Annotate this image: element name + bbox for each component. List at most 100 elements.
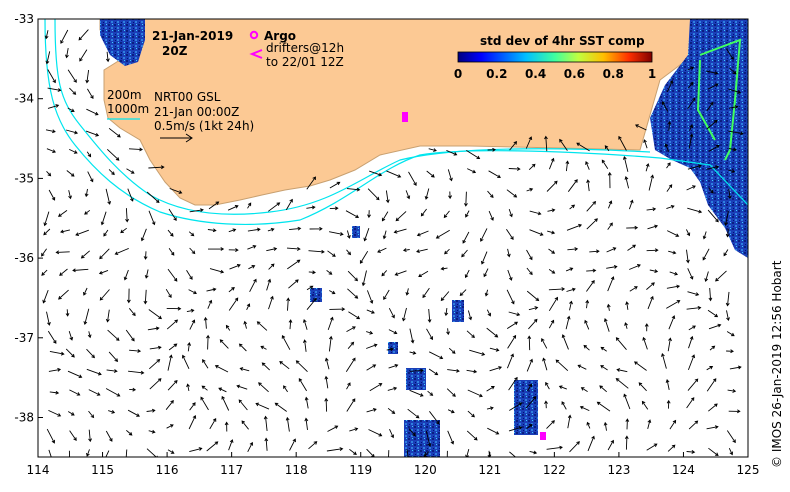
current-vector [428, 368, 439, 376]
vector-scale-arrow [160, 133, 193, 143]
current-vector [289, 438, 296, 451]
current-vector [60, 229, 71, 234]
current-vector [666, 162, 671, 169]
current-vector [546, 180, 558, 192]
current-vector [285, 416, 290, 432]
current-vector [329, 307, 346, 312]
current-vector [728, 88, 742, 94]
drifters-range-label: to 22/01 12Z [266, 55, 344, 69]
current-vector [686, 249, 690, 264]
current-vector [707, 83, 719, 90]
current-vector [43, 228, 51, 236]
current-vector [79, 49, 88, 62]
current-vector [140, 228, 147, 242]
current-vector [228, 439, 234, 451]
current-vector [143, 289, 148, 305]
current-vector [599, 385, 607, 393]
x-tick-label: 122 [543, 463, 566, 477]
current-vector [688, 335, 694, 349]
current-vector [287, 259, 301, 270]
current-vector [508, 311, 521, 317]
current-vector [580, 387, 588, 392]
current-vector [306, 285, 314, 291]
current-vector [622, 156, 629, 172]
current-vector [247, 202, 252, 209]
current-vector [706, 101, 714, 112]
current-vector [47, 330, 57, 344]
current-vector [527, 383, 532, 392]
current-vector [528, 306, 539, 311]
current-vector [186, 270, 193, 280]
current-vector [44, 30, 49, 40]
current-vector [186, 383, 190, 391]
valid-time-label: 21-Jan 00:00Z [154, 105, 239, 119]
current-vector [548, 157, 555, 170]
current-vector [624, 322, 628, 329]
current-vector [129, 387, 137, 392]
current-vector [704, 271, 709, 283]
current-vector [728, 448, 734, 456]
current-vector [447, 368, 460, 373]
current-vector [65, 348, 75, 358]
current-vector [68, 330, 74, 341]
current-vector [624, 176, 630, 189]
current-vector [561, 401, 567, 410]
plot-frame [37, 18, 749, 458]
current-vector [43, 211, 50, 227]
current-vector [168, 247, 175, 256]
current-vector [548, 287, 566, 291]
current-vector [567, 414, 572, 429]
current-vector [465, 448, 470, 457]
current-vector [615, 337, 627, 350]
x-tick-label: 125 [737, 463, 760, 477]
sst-spot [388, 342, 398, 354]
current-vector [327, 316, 334, 331]
argo-icon [249, 30, 259, 40]
current-vector [286, 297, 291, 311]
current-vector [440, 266, 448, 271]
current-vector [189, 208, 204, 213]
current-vector [469, 349, 486, 356]
current-vector [426, 170, 435, 178]
current-vector [346, 398, 356, 412]
current-vector [218, 387, 227, 393]
current-vector [462, 231, 470, 244]
current-vector [405, 288, 410, 296]
current-vector [329, 290, 336, 295]
current-vector [41, 269, 48, 276]
current-vector [99, 289, 110, 301]
current-vector [633, 361, 647, 371]
current-vector [466, 330, 475, 338]
current-vector [85, 69, 90, 84]
current-vector [548, 319, 555, 329]
current-vector [146, 191, 160, 203]
current-vector [386, 347, 394, 352]
current-vector [206, 287, 217, 292]
current-vector [324, 357, 330, 370]
current-vector [166, 306, 182, 311]
current-vector [48, 367, 62, 372]
current-vector [86, 151, 92, 158]
current-vector [98, 269, 109, 275]
current-vector [643, 139, 648, 149]
current-vector [548, 248, 556, 254]
current-vector [642, 336, 648, 350]
current-vector [65, 48, 69, 59]
current-vector [616, 368, 628, 373]
current-vector [298, 378, 307, 392]
colorbar-tick-label: 0.4 [525, 67, 546, 81]
current-vector [625, 418, 630, 430]
current-vector [408, 171, 417, 186]
argo-label: Argo [264, 29, 296, 43]
current-vector [629, 286, 638, 292]
current-vector [388, 307, 395, 319]
x-tick-label: 124 [672, 463, 695, 477]
current-vector [440, 291, 450, 302]
current-vector [548, 269, 556, 274]
current-vector [148, 165, 165, 170]
current-vector [186, 308, 195, 313]
current-vector [188, 415, 197, 430]
current-vector [546, 420, 555, 429]
current-vector [567, 179, 578, 192]
current-vector [526, 423, 533, 429]
